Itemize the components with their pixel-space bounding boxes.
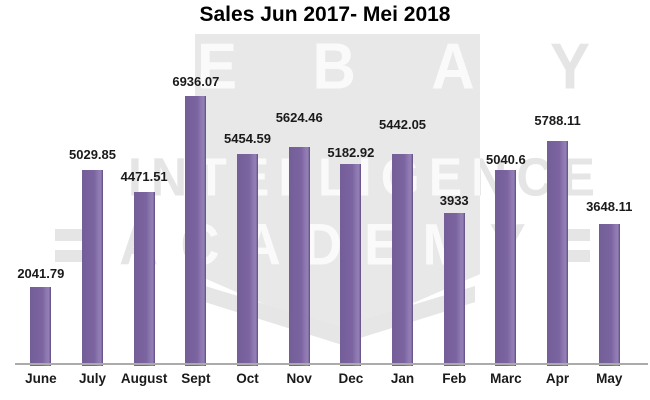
watermark-letter: I	[128, 146, 142, 208]
bar-jan[interactable]	[392, 154, 414, 366]
bar-june[interactable]	[30, 286, 52, 366]
bar-value-label: 5454.59	[224, 130, 272, 146]
bar-value-label: 5040.6	[485, 151, 526, 167]
x-axis-label-june: June	[25, 371, 57, 386]
bar-group-june: 2041.79	[15, 0, 67, 366]
bar-sept[interactable]	[185, 96, 207, 366]
x-axis-labels: June July August Sept Oct Nov Dec Jan Feb Marc Apr…	[15, 371, 635, 386]
x-axis-label-dec: Dec	[338, 371, 364, 386]
bar-value-label: 2041.79	[17, 265, 65, 281]
bar-oct[interactable]	[237, 153, 259, 366]
bar-value-label: 5624.46	[275, 110, 323, 126]
x-axis-label-apr: Apr	[545, 371, 570, 386]
bar-value-label: 3933	[439, 192, 469, 208]
bar-dec[interactable]	[340, 164, 362, 366]
bar-group-marc: 5040.6	[480, 0, 532, 366]
bar-july[interactable]	[82, 170, 103, 366]
bar-value-label: 6936.07	[172, 74, 220, 89]
bar-apr[interactable]	[547, 140, 569, 366]
x-axis-label-july: July	[79, 371, 107, 386]
bar-marc[interactable]	[495, 169, 517, 366]
bar-august[interactable]	[133, 191, 155, 366]
bar-group-oct: 5454.59	[222, 0, 274, 366]
bar-group-sept: 6936.07	[170, 0, 222, 366]
bar-group-july: 5029.85	[67, 0, 119, 366]
x-axis-label-oct: Oct	[236, 371, 259, 386]
bar-group-may: 3648.11	[583, 0, 635, 366]
watermark-letter: N	[151, 146, 188, 208]
x-axis-label-may: May	[596, 371, 623, 386]
bar-group-jan: 5442.05	[377, 0, 429, 366]
bar-value-label: 5182.92	[327, 145, 375, 161]
watermark-letter: A	[431, 30, 475, 103]
x-axis-label-feb: Feb	[442, 371, 467, 386]
x-axis-label-marc: Marc	[490, 371, 522, 386]
watermark-letter: B	[312, 30, 356, 103]
bar-value-label: 4471.51	[120, 168, 168, 184]
watermark-letter: E	[197, 30, 238, 103]
bar-group-feb: 3933	[428, 0, 480, 366]
bar-group-august: 4471.51	[118, 0, 170, 366]
bar-may[interactable]	[598, 224, 620, 366]
watermark-letter: E	[428, 146, 463, 208]
plot-area: 2041.79 5029.85 4471.51 6936.07 5454.59 5624.…	[15, 0, 635, 366]
watermark-letter: Y	[549, 30, 590, 103]
bar-group-apr: 5788.11	[532, 0, 584, 366]
watermark-letter: C	[516, 146, 553, 208]
bar-nov[interactable]	[288, 147, 310, 366]
bar-group-nov: 5624.46	[273, 0, 325, 366]
bar-value-label: 5788.11	[534, 112, 581, 128]
x-axis-label-sept: Sept	[181, 371, 211, 386]
watermark-letter: N	[471, 146, 508, 208]
x-axis-line	[15, 363, 648, 365]
bar-group-dec: 5182.92	[325, 0, 377, 366]
chart-title: Sales Jun 2017- Mei 2018	[199, 3, 451, 26]
x-axis-label-jan: Jan	[390, 371, 415, 386]
bar-value-label: 5029.85	[69, 147, 116, 163]
bar-value-label: 5442.05	[379, 117, 427, 133]
bar-feb[interactable]	[443, 212, 465, 366]
bar-value-label: 3648.11	[586, 199, 633, 214]
x-axis-label-august: August	[120, 371, 168, 386]
x-axis-label-nov: Nov	[286, 371, 312, 386]
